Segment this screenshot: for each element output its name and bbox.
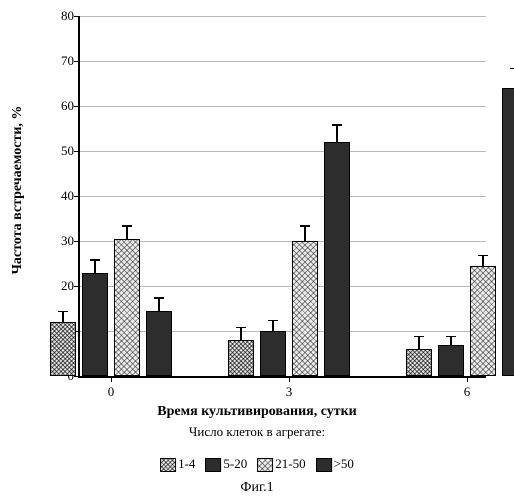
y-axis-label: Частота встречаемости, % [10, 106, 26, 275]
bar [324, 142, 350, 376]
legend-label: >50 [334, 456, 354, 471]
error-cap [414, 336, 424, 338]
legend-item: 5-20 [205, 456, 247, 472]
error-cap [236, 327, 246, 329]
bar [146, 311, 172, 376]
plot-area: 01020304050607080036 [78, 16, 486, 378]
error-bar [62, 311, 64, 322]
error-bar [482, 255, 484, 266]
error-bar [304, 225, 306, 241]
error-bar [240, 327, 242, 341]
error-cap [446, 336, 456, 338]
legend-swatch [205, 458, 221, 472]
gridline [80, 106, 486, 107]
bar [50, 322, 76, 376]
ytick-mark [74, 196, 80, 197]
legend-label: 1-4 [178, 456, 195, 471]
legend-swatch [257, 458, 273, 472]
bar [114, 239, 140, 376]
error-cap [58, 311, 68, 313]
bar [470, 266, 496, 376]
error-bar [272, 320, 274, 331]
ytick-mark [74, 106, 80, 107]
gridline [80, 196, 486, 197]
legend-label: 21-50 [275, 456, 305, 471]
ytick-label: 30 [44, 233, 74, 249]
legend-label: 5-20 [223, 456, 247, 471]
error-cap [332, 124, 342, 126]
ytick-label: 20 [44, 278, 74, 294]
ytick-label: 70 [44, 53, 74, 69]
gridline [80, 151, 486, 152]
legend-title: Число клеток в агрегате: [189, 424, 325, 440]
legend-item: 21-50 [257, 456, 305, 472]
ytick-mark [74, 241, 80, 242]
bar [260, 331, 286, 376]
bar [438, 345, 464, 377]
bar [228, 340, 254, 376]
ytick-label: 50 [44, 143, 74, 159]
error-cap [300, 225, 310, 227]
ytick-mark [74, 61, 80, 62]
error-bar [418, 336, 420, 350]
gridline [80, 286, 486, 287]
xtick-mark [289, 376, 290, 382]
error-bar [126, 225, 128, 239]
error-cap [268, 320, 278, 322]
xtick-label: 0 [108, 384, 115, 400]
ytick-label: 60 [44, 98, 74, 114]
figure-caption: Фиг.1 [240, 480, 273, 496]
ytick-label: 40 [44, 188, 74, 204]
ytick-mark [74, 151, 80, 152]
error-cap [122, 225, 132, 227]
gridline [80, 241, 486, 242]
x-axis-label: Время культивирования, сутки [157, 404, 357, 420]
ytick-mark [74, 376, 80, 377]
error-cap [478, 255, 488, 257]
bar [502, 88, 514, 376]
legend-item: 1-4 [160, 456, 195, 472]
xtick-mark [467, 376, 468, 382]
bar [82, 273, 108, 377]
error-bar [158, 297, 160, 311]
ytick-mark [74, 16, 80, 17]
gridline [80, 61, 486, 62]
error-cap [90, 259, 100, 261]
chart-container: Частота встречаемости, % 010203040506070… [0, 0, 514, 500]
error-cap [510, 68, 514, 70]
ytick-mark [74, 286, 80, 287]
xtick-mark [111, 376, 112, 382]
ytick-label: 80 [44, 8, 74, 24]
legend-item: >50 [316, 456, 354, 472]
gridline [80, 16, 486, 17]
xtick-label: 3 [286, 384, 293, 400]
legend-swatch [316, 458, 332, 472]
error-bar [94, 259, 96, 273]
bar [292, 241, 318, 376]
xtick-label: 6 [464, 384, 471, 400]
bar [406, 349, 432, 376]
legend-swatch [160, 458, 176, 472]
legend: 1-4 5-20 21-50 >50 [160, 456, 354, 472]
error-bar [336, 124, 338, 142]
error-cap [154, 297, 164, 299]
